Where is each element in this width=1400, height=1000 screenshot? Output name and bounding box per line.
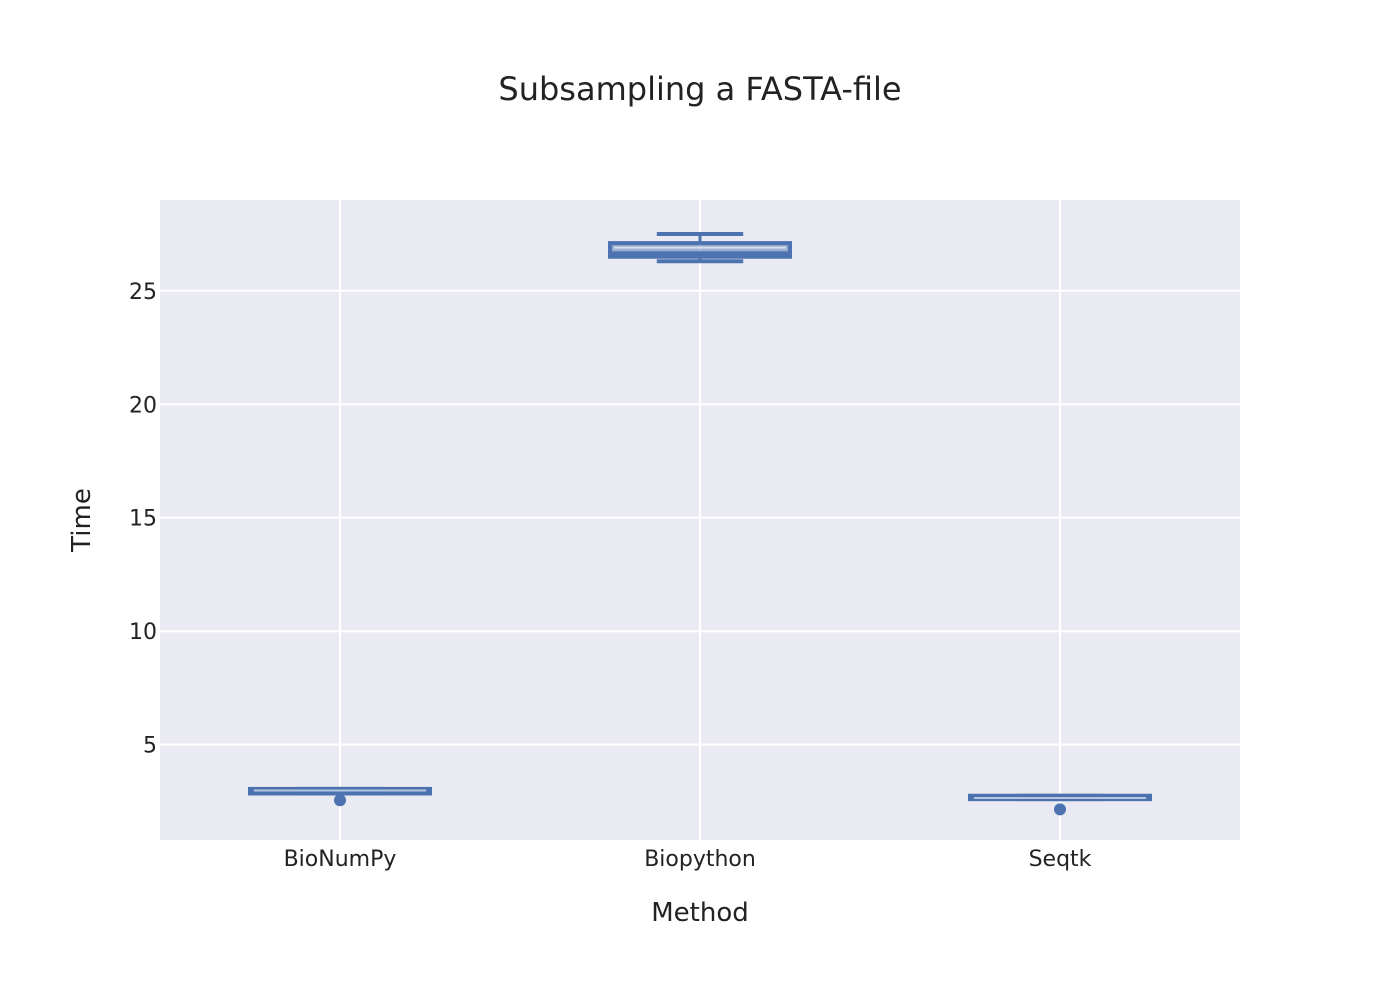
- x-tick-label: BioNumPy: [284, 847, 397, 872]
- outlier-point: [1054, 803, 1066, 816]
- box-series: [248, 232, 1152, 816]
- grid-lines: [160, 200, 1240, 840]
- y-tick-label: 25: [129, 280, 157, 305]
- y-axis-title: Time: [67, 488, 97, 553]
- y-tick-labels: 5 10 15 20 25: [129, 280, 157, 759]
- y-tick-label: 10: [129, 620, 157, 645]
- outlier-point: [334, 794, 346, 807]
- chart-title: Subsampling a FASTA-file: [498, 70, 901, 108]
- y-tick-label: 5: [143, 734, 157, 759]
- y-tick-label: 20: [129, 393, 157, 418]
- y-tick-label: 15: [129, 507, 157, 532]
- box-biopython: [608, 232, 792, 264]
- x-tick-labels: BioNumPy Biopython Seqtk: [284, 847, 1092, 872]
- box-bionumpy: [248, 786, 432, 807]
- x-axis-title: Method: [651, 898, 749, 928]
- box-seqtk: [968, 793, 1152, 816]
- x-tick-label: Biopython: [644, 847, 756, 872]
- x-tick-label: Seqtk: [1029, 847, 1092, 872]
